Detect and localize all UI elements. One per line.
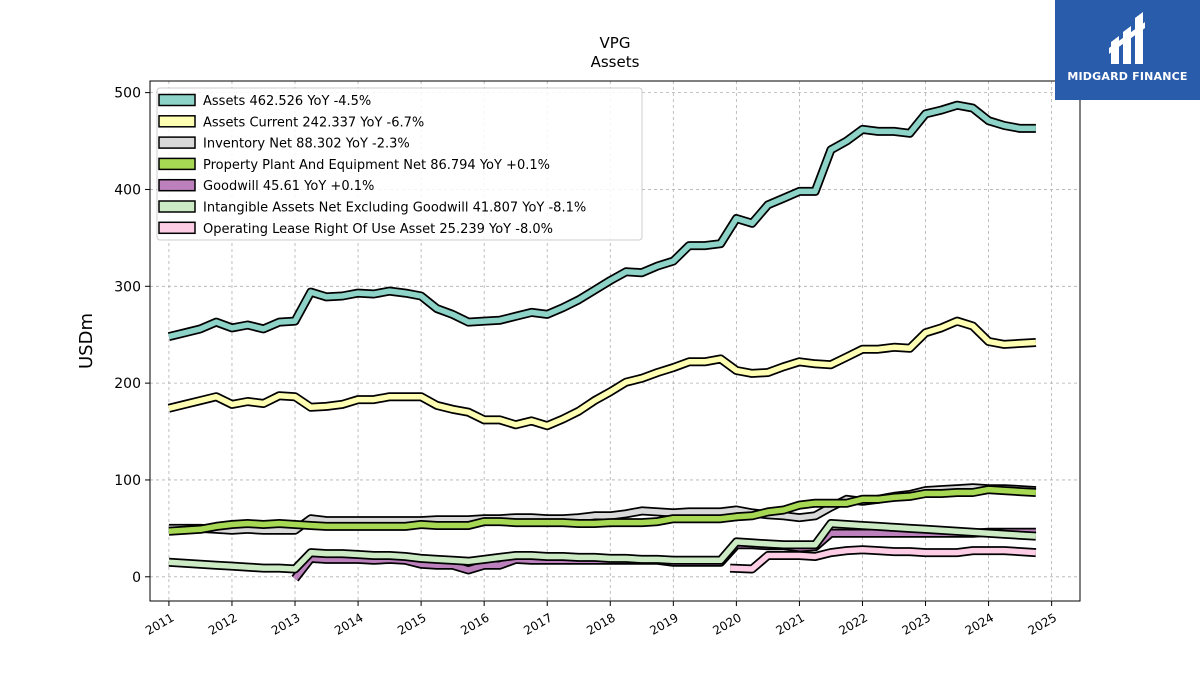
x-axis: 2011 2012 2013 2014 2015 2016 2017 2018 2019 2020…: [143, 601, 1059, 638]
legend-swatch: [158, 93, 196, 107]
legend-swatch: [158, 200, 196, 213]
legend-entry: Operating Lease Right Of Use Asset 25.23…: [203, 222, 553, 237]
legend-entry: Intangible Assets Net Excluding Goodwill…: [203, 201, 586, 216]
chart-title: VPG: [600, 34, 631, 52]
x-tick-label: 2024: [963, 610, 996, 637]
y-tick-label: 0: [132, 570, 141, 586]
x-tick-label: 2017: [521, 610, 554, 637]
series-operating-lease-right-of-use-asset: [729, 545, 1037, 574]
legend: Assets 462.526 YoY -4.5% Assets Current 2…: [156, 87, 643, 241]
series-line: [168, 486, 1037, 535]
logo-text: MIDGARD FINANCE: [1067, 70, 1188, 83]
x-tick-label: 2012: [206, 610, 239, 637]
legend-entry: Inventory Net 88.302 YoY -2.3%: [203, 137, 410, 152]
legend-entry: Assets 462.526 YoY -4.5%: [203, 94, 371, 109]
legend-swatch: [158, 136, 196, 149]
y-tick-label: 300: [114, 279, 141, 295]
legend-swatch: [158, 157, 196, 171]
y-tick-label: 500: [114, 86, 141, 102]
y-tick-label: 200: [114, 376, 141, 392]
legend-entry: Assets Current 242.337 YoY -6.7%: [203, 115, 424, 130]
x-tick-label: 2023: [900, 610, 933, 637]
series-intangible-assets-net-excluding-goodwill: [168, 519, 1037, 574]
legend-swatch: [158, 221, 196, 235]
series-line-outline: [167, 316, 1037, 431]
legend-entry: Goodwill 45.61 YoY +0.1%: [203, 179, 374, 194]
series-line: [168, 520, 1037, 572]
x-tick-label: 2022: [837, 610, 870, 637]
legend-swatch: [158, 115, 196, 128]
series-assets-current: [167, 316, 1037, 431]
x-tick-label: 2014: [332, 610, 365, 637]
x-tick-label: 2016: [458, 610, 491, 637]
chart-subtitle: Assets: [591, 53, 640, 71]
x-tick-label: 2021: [773, 610, 806, 637]
x-tick-label: 2015: [395, 610, 428, 637]
plot-frame: [149, 80, 1081, 602]
series-line: [729, 546, 1037, 572]
x-tick-label: 2025: [1026, 610, 1059, 637]
series-line: [168, 318, 1037, 429]
series-line: [168, 102, 1036, 340]
legend-entry: Property Plant And Equipment Net 86.794 …: [203, 158, 550, 173]
midgard-finance-logo: MIDGARD FINANCE: [1055, 0, 1200, 100]
series-assets: [167, 100, 1036, 341]
y-axis: 0 100 200 300 400 500: [114, 86, 150, 586]
series-property-plant-and-equipment-net: [168, 485, 1037, 536]
y-tick-label: 400: [114, 182, 141, 198]
legend-box: [156, 87, 643, 241]
x-tick-label: 2019: [647, 610, 680, 637]
legend-swatch: [158, 178, 196, 192]
logo-mark-icon: [1109, 12, 1145, 64]
y-axis-label: USDm: [76, 313, 97, 369]
x-tick-label: 2013: [269, 610, 302, 637]
series-lines: [167, 100, 1037, 582]
x-tick-label: 2020: [710, 610, 743, 637]
x-tick-label: 2011: [143, 610, 176, 637]
x-tick-label: 2018: [584, 610, 617, 637]
y-tick-label: 100: [114, 473, 141, 489]
